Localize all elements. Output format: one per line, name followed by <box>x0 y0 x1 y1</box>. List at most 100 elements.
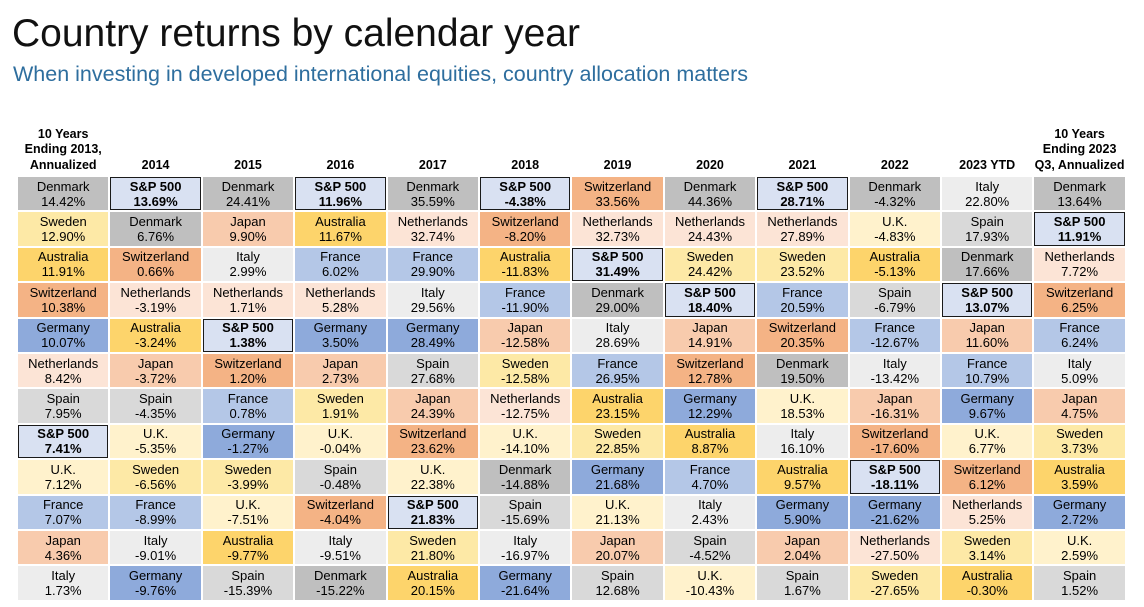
country-name: Italy <box>513 532 538 548</box>
return-value: -12.58% <box>500 370 550 386</box>
country-name: France <box>504 284 546 300</box>
table-cell: U.K. 18.53% <box>757 389 848 423</box>
country-name: Spain <box>878 284 912 300</box>
table-cell: U.K. 2.59% <box>1034 531 1125 565</box>
table-cell: Switzerland -4.04% <box>295 495 386 529</box>
country-name: S&P 500 <box>406 497 459 513</box>
country-name: France <box>42 497 84 513</box>
return-value: 17.93% <box>965 229 1010 245</box>
return-value: 10.79% <box>965 370 1010 386</box>
table-cell: France -12.67% <box>849 318 940 352</box>
table-cell: U.K. -4.83% <box>849 212 940 246</box>
country-name: Switzerland <box>676 355 744 371</box>
table-cell: Switzerland 12.78% <box>664 354 756 388</box>
country-name: Spain <box>970 214 1004 230</box>
country-name: France <box>135 497 176 513</box>
country-name: U.K. <box>789 391 816 407</box>
country-name: Switzerland <box>491 214 559 230</box>
sp500-cell: S&P 500 13.07% <box>942 283 1033 317</box>
column-header: 2022 <box>880 157 909 172</box>
sp500-cell: S&P 500 28.71% <box>757 177 848 211</box>
country-name: Japan <box>599 532 636 548</box>
country-name: Switzerland <box>861 426 929 442</box>
table-cell: Australia -5.13% <box>849 247 940 282</box>
table-cell: Japan 4.36% <box>18 531 109 565</box>
country-name: Germany <box>313 320 368 336</box>
return-value: -16.31% <box>870 406 919 422</box>
table-cell: Spain -4.35% <box>110 389 201 423</box>
table-cell: U.K. -0.04% <box>295 424 386 459</box>
country-name: Australia <box>592 391 643 407</box>
country-name: France <box>412 249 454 265</box>
country-name: S&P 500 <box>37 426 90 442</box>
return-value: 13.64% <box>1057 193 1102 209</box>
column-header: 10 Years Ending 2013, Annualized <box>24 126 102 172</box>
return-value: -3.99% <box>227 476 269 492</box>
country-name: Spain <box>1062 568 1097 584</box>
column-header: 2018 <box>511 157 540 172</box>
return-value: 20.07% <box>595 547 640 563</box>
country-name: Japan <box>45 532 81 548</box>
country-name: Japan <box>230 214 266 230</box>
return-value: -6.79% <box>874 299 916 315</box>
table-cell: Italy -16.97% <box>480 531 571 565</box>
table-cell: Germany 5.90% <box>757 495 848 529</box>
country-name: Sweden <box>224 461 272 477</box>
table-cell: Spain 1.52% <box>1034 566 1125 600</box>
country-name: Australia <box>869 249 921 265</box>
table-cell: Australia 11.91% <box>18 247 109 282</box>
table-cell: Netherlands 1.71% <box>202 283 294 317</box>
country-name: U.K. <box>420 461 446 477</box>
country-name: France <box>1059 320 1100 336</box>
table-cell: Switzerland -8.20% <box>480 212 571 246</box>
return-value: -9.77% <box>227 547 269 563</box>
country-name: U.K. <box>604 497 631 513</box>
sp500-cell: S&P 500 -18.11% <box>849 460 940 494</box>
table-cell: Australia -11.83% <box>480 247 571 282</box>
return-value: 24.41% <box>225 193 271 209</box>
country-name: Switzerland <box>306 497 374 513</box>
table-cell: Netherlands 8.42% <box>18 354 109 388</box>
return-value: 44.36% <box>687 193 733 209</box>
country-name: Switzerland <box>583 178 652 194</box>
country-name: France <box>227 391 269 407</box>
table-cell: Australia 8.87% <box>664 424 756 459</box>
return-value: -27.50% <box>870 547 919 563</box>
country-name: Spain <box>693 532 727 548</box>
country-name: U.K. <box>50 461 76 477</box>
return-value: 18.40% <box>687 299 733 315</box>
country-name: U.K. <box>142 426 169 442</box>
country-name: Australia <box>961 568 1013 584</box>
return-value: -4.35% <box>134 406 177 422</box>
table-cell: Sweden 12.90% <box>18 212 109 246</box>
return-value: -6.56% <box>134 476 177 492</box>
table-cell: Germany 3.50% <box>295 318 386 352</box>
table-cell: Switzerland 20.35% <box>757 318 848 352</box>
country-name: U.K. <box>327 426 354 442</box>
return-value: 4.70% <box>691 476 729 492</box>
return-value: 33.56% <box>595 193 640 209</box>
return-value: 19.50% <box>780 370 825 386</box>
table-cell: Australia 9.57% <box>757 460 848 494</box>
return-value: 24.39% <box>410 406 455 422</box>
table-cell: U.K. -10.43% <box>664 566 756 600</box>
country-name: Germany <box>406 320 460 336</box>
table-cell: Switzerland 33.56% <box>572 177 663 211</box>
table-cell: Spain -15.69% <box>480 495 571 529</box>
return-value: 5.90% <box>783 512 821 528</box>
return-value: 7.72% <box>1061 264 1099 280</box>
return-value: 21.83% <box>410 512 455 528</box>
country-name: Switzerland <box>399 426 467 442</box>
column-header: 2023 YTD <box>959 157 1016 172</box>
country-name: S&P 500 <box>591 249 644 265</box>
return-value: 7.41% <box>44 441 82 457</box>
country-name: Germany <box>1052 497 1107 513</box>
country-name: Sweden <box>963 532 1011 548</box>
return-value: 29.00% <box>595 299 640 315</box>
country-name: Denmark <box>683 178 737 194</box>
table-cell: Sweden -27.65% <box>849 566 940 600</box>
country-name: Sweden <box>686 249 734 265</box>
return-value: -8.20% <box>504 229 546 245</box>
country-name: Australia <box>315 214 366 230</box>
table-cell: France -8.99% <box>110 495 201 529</box>
